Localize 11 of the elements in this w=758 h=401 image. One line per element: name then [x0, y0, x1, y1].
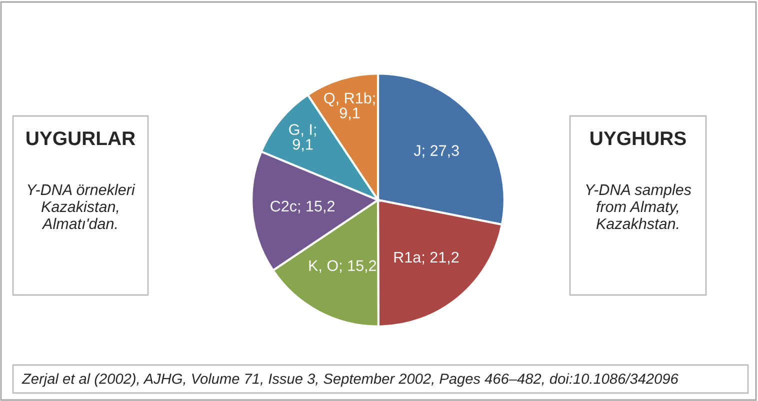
text: UYGURLAR	[26, 131, 136, 146]
slice-label: C2c; 15,2	[270, 200, 334, 214]
slice-label: K, O; 15,2	[309, 260, 376, 273]
slice-label: R1a; 21,2	[394, 252, 459, 264]
slice-label: G, I; 9,1	[289, 124, 316, 152]
text: Y-DNA samples from Almaty, Kazakhstan.	[586, 184, 692, 230]
slice-label: Q, R1b; 9,1	[324, 92, 375, 120]
text: Y-DNA örnekleri Kazakistan, Almatı'dan.	[28, 184, 136, 230]
slice-label: J; 27,3	[414, 145, 459, 158]
text: Zerjal et al (2002), AJHG, Volume 71, Issue 3, September 2002, Pages 466–482, doi:10.1086/342096	[22, 373, 678, 387]
text: UYGHURS	[590, 131, 686, 146]
